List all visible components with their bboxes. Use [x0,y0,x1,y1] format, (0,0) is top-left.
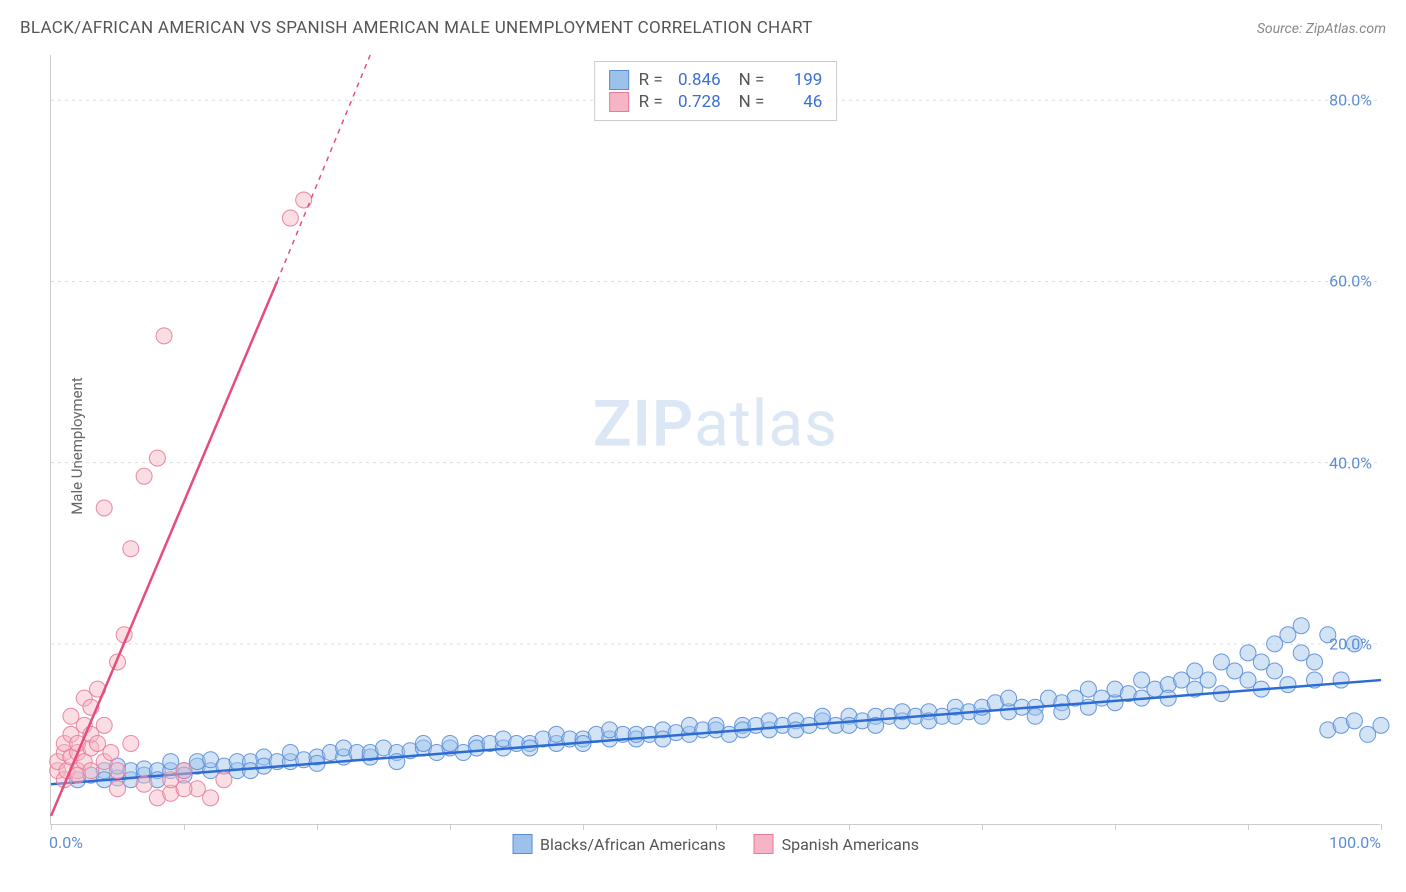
r-value: 0.846 [673,70,721,90]
legend-stat-row: R = 0.728 N = 46 [609,92,823,112]
n-label: N = [739,70,765,90]
legend-series-label: Blacks/African Americans [540,835,726,854]
y-tick-label: 40.0% [1329,453,1372,472]
y-tick-label: 80.0% [1329,91,1372,110]
r-label: R = [639,92,663,112]
legend-series: Blacks/African Americans Spanish America… [512,834,919,854]
x-tick-mark [1115,824,1116,830]
x-tick-mark [184,824,185,830]
plot-area: ZIPatlas R = 0.846 N = 199 R = 0.728 N =… [50,55,1380,825]
x-tick-label: 0.0% [49,833,83,852]
y-tick-label: 20.0% [1329,634,1372,653]
n-value: 46 [774,92,822,112]
plot-svg [51,55,1380,824]
n-value: 199 [774,70,822,90]
title-bar: BLACK/AFRICAN AMERICAN VS SPANISH AMERIC… [20,18,1386,38]
x-tick-mark [583,824,584,830]
x-tick-label: 100.0% [1329,833,1381,852]
r-value: 0.728 [673,92,721,112]
chart-title: BLACK/AFRICAN AMERICAN VS SPANISH AMERIC… [20,18,813,38]
legend-swatch [609,92,629,112]
legend-series-item: Spanish Americans [754,834,919,854]
legend-swatch [512,834,532,854]
x-tick-mark [317,824,318,830]
legend-series-item: Blacks/African Americans [512,834,726,854]
x-tick-mark [849,824,850,830]
x-tick-mark [1248,824,1249,830]
chart-container: BLACK/AFRICAN AMERICAN VS SPANISH AMERIC… [0,0,1406,892]
x-tick-mark [982,824,983,830]
legend-swatch [609,70,629,90]
y-tick-label: 60.0% [1329,272,1372,291]
legend-stats-box: R = 0.846 N = 199 R = 0.728 N = 46 [594,61,838,121]
legend-stat-row: R = 0.846 N = 199 [609,70,823,90]
x-tick-mark [450,824,451,830]
n-label: N = [739,92,765,112]
x-tick-mark [1381,824,1382,830]
x-tick-mark [716,824,717,830]
x-tick-mark [51,824,52,830]
r-label: R = [639,70,663,90]
legend-series-label: Spanish Americans [782,835,919,854]
legend-swatch [754,834,774,854]
source-label: Source: ZipAtlas.com [1257,21,1386,37]
